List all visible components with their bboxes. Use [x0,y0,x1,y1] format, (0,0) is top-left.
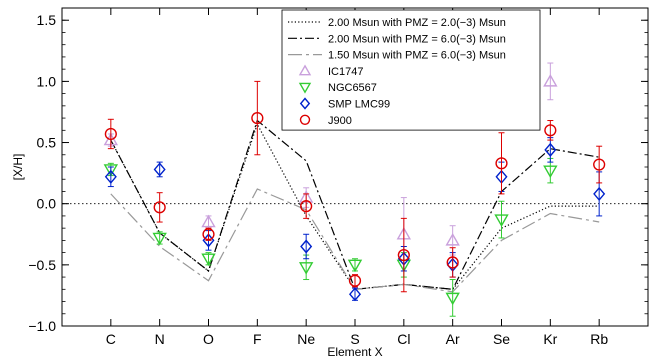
legend-label: 2.00 Msun with PMZ = 6.0(−3) Msun [328,33,506,45]
y-tick-label: 1.0 [37,73,57,89]
data-point [445,292,460,306]
data-point [153,162,166,177]
model-line-2 [110,119,600,290]
legend-label: NGC6567 [328,82,377,94]
x-tick-label: C [106,331,116,347]
y-tick-label: −1.0 [28,318,56,334]
data-point [300,239,313,254]
data-point [251,111,264,125]
x-tick-label: Kr [543,331,557,347]
data-point [152,232,167,246]
axes: −1.0 −0.5 0.0 0.5 1.0 1.5 C N O F Ne S Cl Ar Se Kr Rb [28,7,649,347]
x-tick-label: F [253,331,262,347]
y-tick-label: 0.0 [37,196,57,212]
data-point [202,228,215,241]
legend-label: IC1747 [328,66,363,78]
legend-marker-swatch [298,64,312,76]
data-point [593,186,606,201]
data-point [543,73,558,87]
data-points [103,62,606,317]
legend-marker-swatch [299,114,311,126]
data-point [494,214,509,228]
data-point [348,274,362,287]
data-point [298,262,314,275]
series-ngc6567 [103,157,558,317]
data-point [593,158,606,171]
series-ic1747 [103,62,558,272]
y-tick-label: 0.5 [37,135,57,151]
data-point [201,253,216,267]
x-tick-label: Ne [297,331,315,347]
data-point [153,201,166,214]
y-tick-label: 1.5 [37,12,57,28]
x-tick-label: S [350,331,359,347]
x-tick-label: O [203,331,214,347]
x-tick-label: Cl [397,331,410,347]
data-point [300,200,313,213]
data-point [543,165,558,179]
data-point [104,127,117,141]
data-point [544,124,557,137]
data-point [445,232,460,246]
data-point [495,157,508,170]
legend: 2.00 Msun with PMZ = 2.0(−3) Msun 2.00 Ms… [281,9,541,131]
legend-label: 2.00 Msun with PMZ = 2.0(−3) Msun [328,17,506,29]
data-point [544,142,557,157]
legend-label: SMP LMC99 [328,99,390,111]
legend-marker-swatch [298,82,312,94]
legend-label: J900 [328,115,352,127]
x-tick-label: Se [493,331,510,347]
data-point [347,259,363,273]
x-tick-label: Ar [446,331,460,347]
data-point [104,169,117,184]
data-point [397,248,410,262]
data-point [446,256,459,269]
y-tick-label: −0.5 [28,257,56,273]
y-axis-label: [X/H] [11,154,25,181]
data-point [348,287,362,302]
legend-box [281,9,541,131]
data-point [103,164,119,177]
x-tick-label: Rb [590,331,608,347]
legend-marker-swatch [299,97,311,110]
data-point [201,214,216,228]
legend-label: 1.50 Msun with PMZ = 6.0(−3) Msun [328,50,506,62]
series-j900 [104,80,606,293]
x-axis-label: Element X [327,345,382,359]
x-tick-label: N [155,331,165,347]
